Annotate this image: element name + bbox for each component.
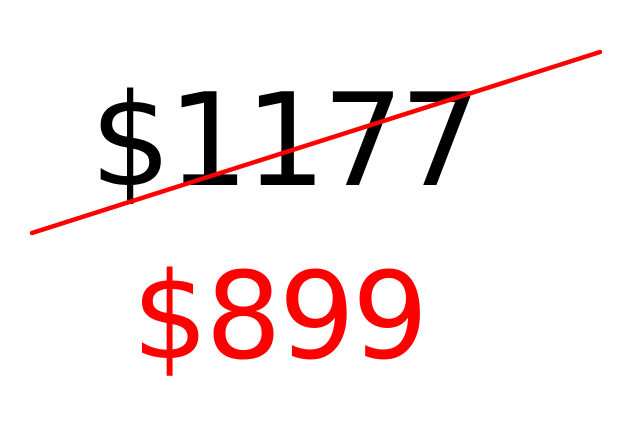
original-price: $1177 bbox=[90, 67, 481, 216]
sale-price: $899 bbox=[132, 248, 428, 387]
